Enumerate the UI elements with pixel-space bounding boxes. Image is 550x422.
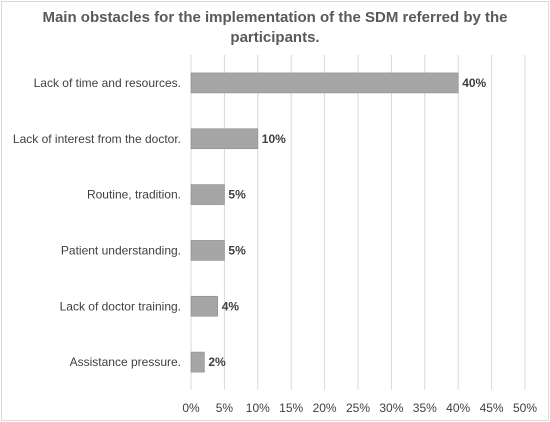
- bar: [190, 184, 225, 205]
- x-tick-label: 20%: [313, 401, 337, 415]
- category-label: Routine, tradition.: [87, 188, 181, 202]
- bar: [190, 72, 459, 94]
- x-tick-label: 25%: [346, 401, 370, 415]
- bars: [190, 72, 459, 373]
- data-label: 40%: [462, 76, 486, 90]
- category-label: Lack of time and resources.: [34, 76, 181, 90]
- data-label: 5%: [228, 243, 246, 257]
- data-label: 4%: [222, 299, 240, 313]
- category-label: Assistance pressure.: [70, 355, 181, 369]
- category-label: Patient understanding.: [61, 243, 181, 257]
- x-tick-label: 35%: [413, 401, 437, 415]
- bar: [190, 295, 219, 317]
- data-label: 5%: [228, 188, 246, 202]
- data-label: 2%: [208, 355, 226, 369]
- category-labels: Lack of time and resources. Lack of inter…: [13, 76, 181, 369]
- x-tick-label: 15%: [279, 401, 303, 415]
- category-label: Lack of doctor training.: [60, 299, 181, 313]
- bar: [190, 240, 225, 261]
- x-tick-label: 45%: [480, 401, 504, 415]
- chart-title: Main obstacles for the implementation of…: [42, 9, 508, 46]
- x-tick-label: 0%: [182, 401, 200, 415]
- x-tick-label: 10%: [246, 401, 270, 415]
- x-tick-label: 30%: [379, 401, 403, 415]
- x-tick-label: 50%: [513, 401, 537, 415]
- data-label: 10%: [262, 132, 286, 146]
- bar: [190, 128, 259, 150]
- data-labels: 40% 10% 5% 5% 4% 2%: [208, 76, 486, 369]
- category-label: Lack of interest from the doctor.: [13, 132, 181, 146]
- x-axis-ticks: 0% 5% 10% 15% 20% 25% 30% 35% 40% 45% 50%: [182, 401, 537, 415]
- bar: [190, 351, 205, 373]
- x-tick-label: 5%: [216, 401, 234, 415]
- x-tick-label: 40%: [446, 401, 470, 415]
- gridlines: [190, 55, 526, 390]
